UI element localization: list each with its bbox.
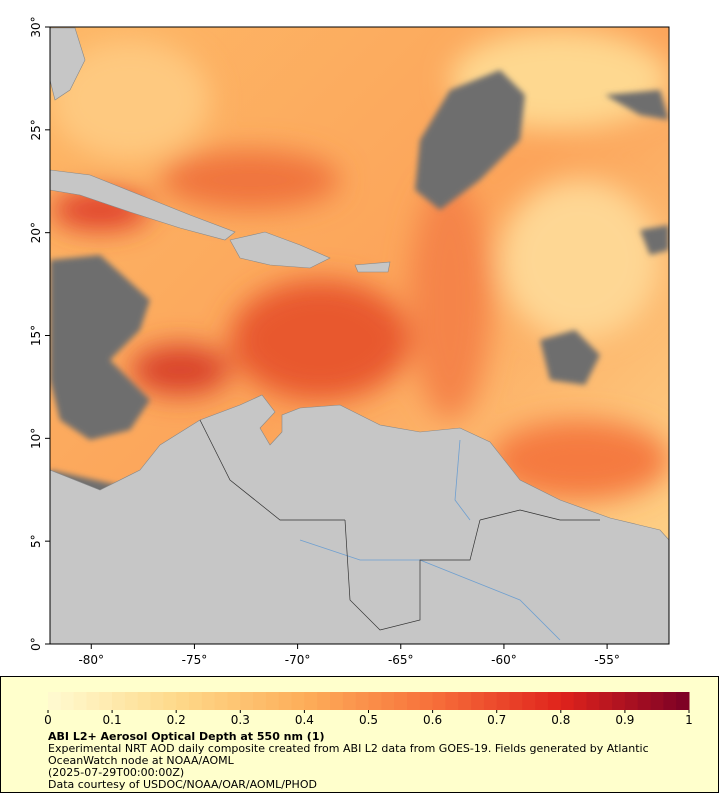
colorbar-segment — [419, 692, 434, 710]
colorbar-segment — [60, 692, 75, 710]
colorbar-segment — [253, 692, 267, 710]
colorbar-segment — [445, 692, 459, 710]
caption-credit: Data courtesy of USDOC/NOAA/OAR/AOML/PHO… — [48, 778, 317, 791]
colorbar-segment — [599, 692, 613, 710]
colorbar-segment — [73, 692, 87, 710]
colorbar-segment — [547, 692, 562, 710]
colorbar-segment — [406, 692, 421, 710]
caption-date: (2025-07-29T00:00:00Z) — [48, 766, 185, 779]
lat-tick-label: 20° — [29, 222, 43, 243]
colorbar-segment — [317, 692, 331, 710]
colorbar-segment — [48, 692, 62, 710]
colorbar-segment — [137, 692, 152, 710]
lon-tick-label: -60° — [491, 653, 517, 667]
colorbar-segment — [176, 692, 190, 710]
lat-tick-label: 0° — [29, 637, 43, 651]
lon-tick-label: -65° — [388, 653, 414, 667]
colorbar-tick-label: 0.9 — [615, 713, 634, 727]
colorbar-segment — [663, 692, 677, 710]
colorbar-tick-label: 1 — [685, 713, 693, 727]
lat-tick-label: 5° — [29, 534, 43, 548]
colorbar-tick-label: 0.4 — [295, 713, 314, 727]
lat-tick-label: 10° — [29, 428, 43, 449]
colorbar-tick-label: 0.7 — [487, 713, 506, 727]
colorbar-segment — [637, 692, 652, 710]
colorbar-segment — [278, 692, 293, 710]
colorbar-tick-label: 0.1 — [103, 713, 122, 727]
colorbar-segment — [624, 692, 639, 710]
colorbar-segment — [265, 692, 280, 710]
lat-tick-label: 25° — [29, 119, 43, 140]
colorbar-segment — [676, 692, 690, 710]
colorbar-segment — [650, 692, 664, 710]
colorbar-segment — [330, 692, 344, 710]
caption-title: ABI L2+ Aerosol Optical Depth at 550 nm … — [48, 730, 325, 743]
colorbar-segment — [99, 692, 113, 710]
colorbar-segment — [496, 692, 511, 710]
colorbar-segment — [458, 692, 472, 710]
rivers — [299, 439, 561, 641]
colorbar-segment — [522, 692, 536, 710]
colorbar-segment — [304, 692, 318, 710]
borders — [199, 419, 600, 631]
colorbar-segment — [150, 692, 164, 710]
colorbar-segment — [471, 692, 485, 710]
caption-description: Experimental NRT AOD daily composite cre… — [48, 742, 649, 767]
colorbar-segment — [394, 692, 408, 710]
colorbar-segment — [381, 692, 395, 710]
lon-tick-label: -80° — [78, 653, 104, 667]
colorbar-segment — [509, 692, 523, 710]
colorbar-segment — [86, 692, 100, 710]
colorbar-segment — [124, 692, 139, 710]
colorbar-segment — [612, 692, 626, 710]
colorbar-segment — [355, 692, 369, 710]
colorbar-segment — [432, 692, 446, 710]
lon-tick-label: -55° — [594, 653, 620, 667]
colorbar-tick-label: 0.8 — [551, 713, 570, 727]
map-image — [50, 27, 669, 644]
colorbar-segment — [342, 692, 357, 710]
lon-tick-label: -75° — [182, 653, 208, 667]
colorbar-segment — [163, 692, 177, 710]
lat-tick-label: 30° — [29, 16, 43, 37]
colorbar-segment — [240, 692, 254, 710]
colorbar-segment — [214, 692, 228, 710]
colorbar-segment — [189, 692, 203, 710]
colorbar-segment — [586, 692, 600, 710]
colorbar-segment — [573, 692, 587, 710]
colorbar-segment — [368, 692, 382, 710]
lon-tick-label: -70° — [285, 653, 311, 667]
lat-tick-label: 15° — [29, 325, 43, 346]
colorbar-tick-label: 0.5 — [359, 713, 378, 727]
colorbar-segment — [112, 692, 126, 710]
land — [50, 27, 669, 644]
caption: ABI L2+ Aerosol Optical Depth at 550 nm … — [48, 731, 688, 791]
colorbar-segment — [291, 692, 305, 710]
colorbar-segment — [227, 692, 241, 710]
colorbar-segment — [560, 692, 575, 710]
colorbar-segment — [201, 692, 216, 710]
colorbar-segment — [483, 692, 498, 710]
colorbar-tick-label: 0 — [44, 713, 52, 727]
colorbar-tick-label: 0.3 — [231, 713, 250, 727]
colorbar-segment — [535, 692, 549, 710]
colorbar-tick-label: 0.6 — [423, 713, 442, 727]
colorbar-tick-label: 0.2 — [167, 713, 186, 727]
